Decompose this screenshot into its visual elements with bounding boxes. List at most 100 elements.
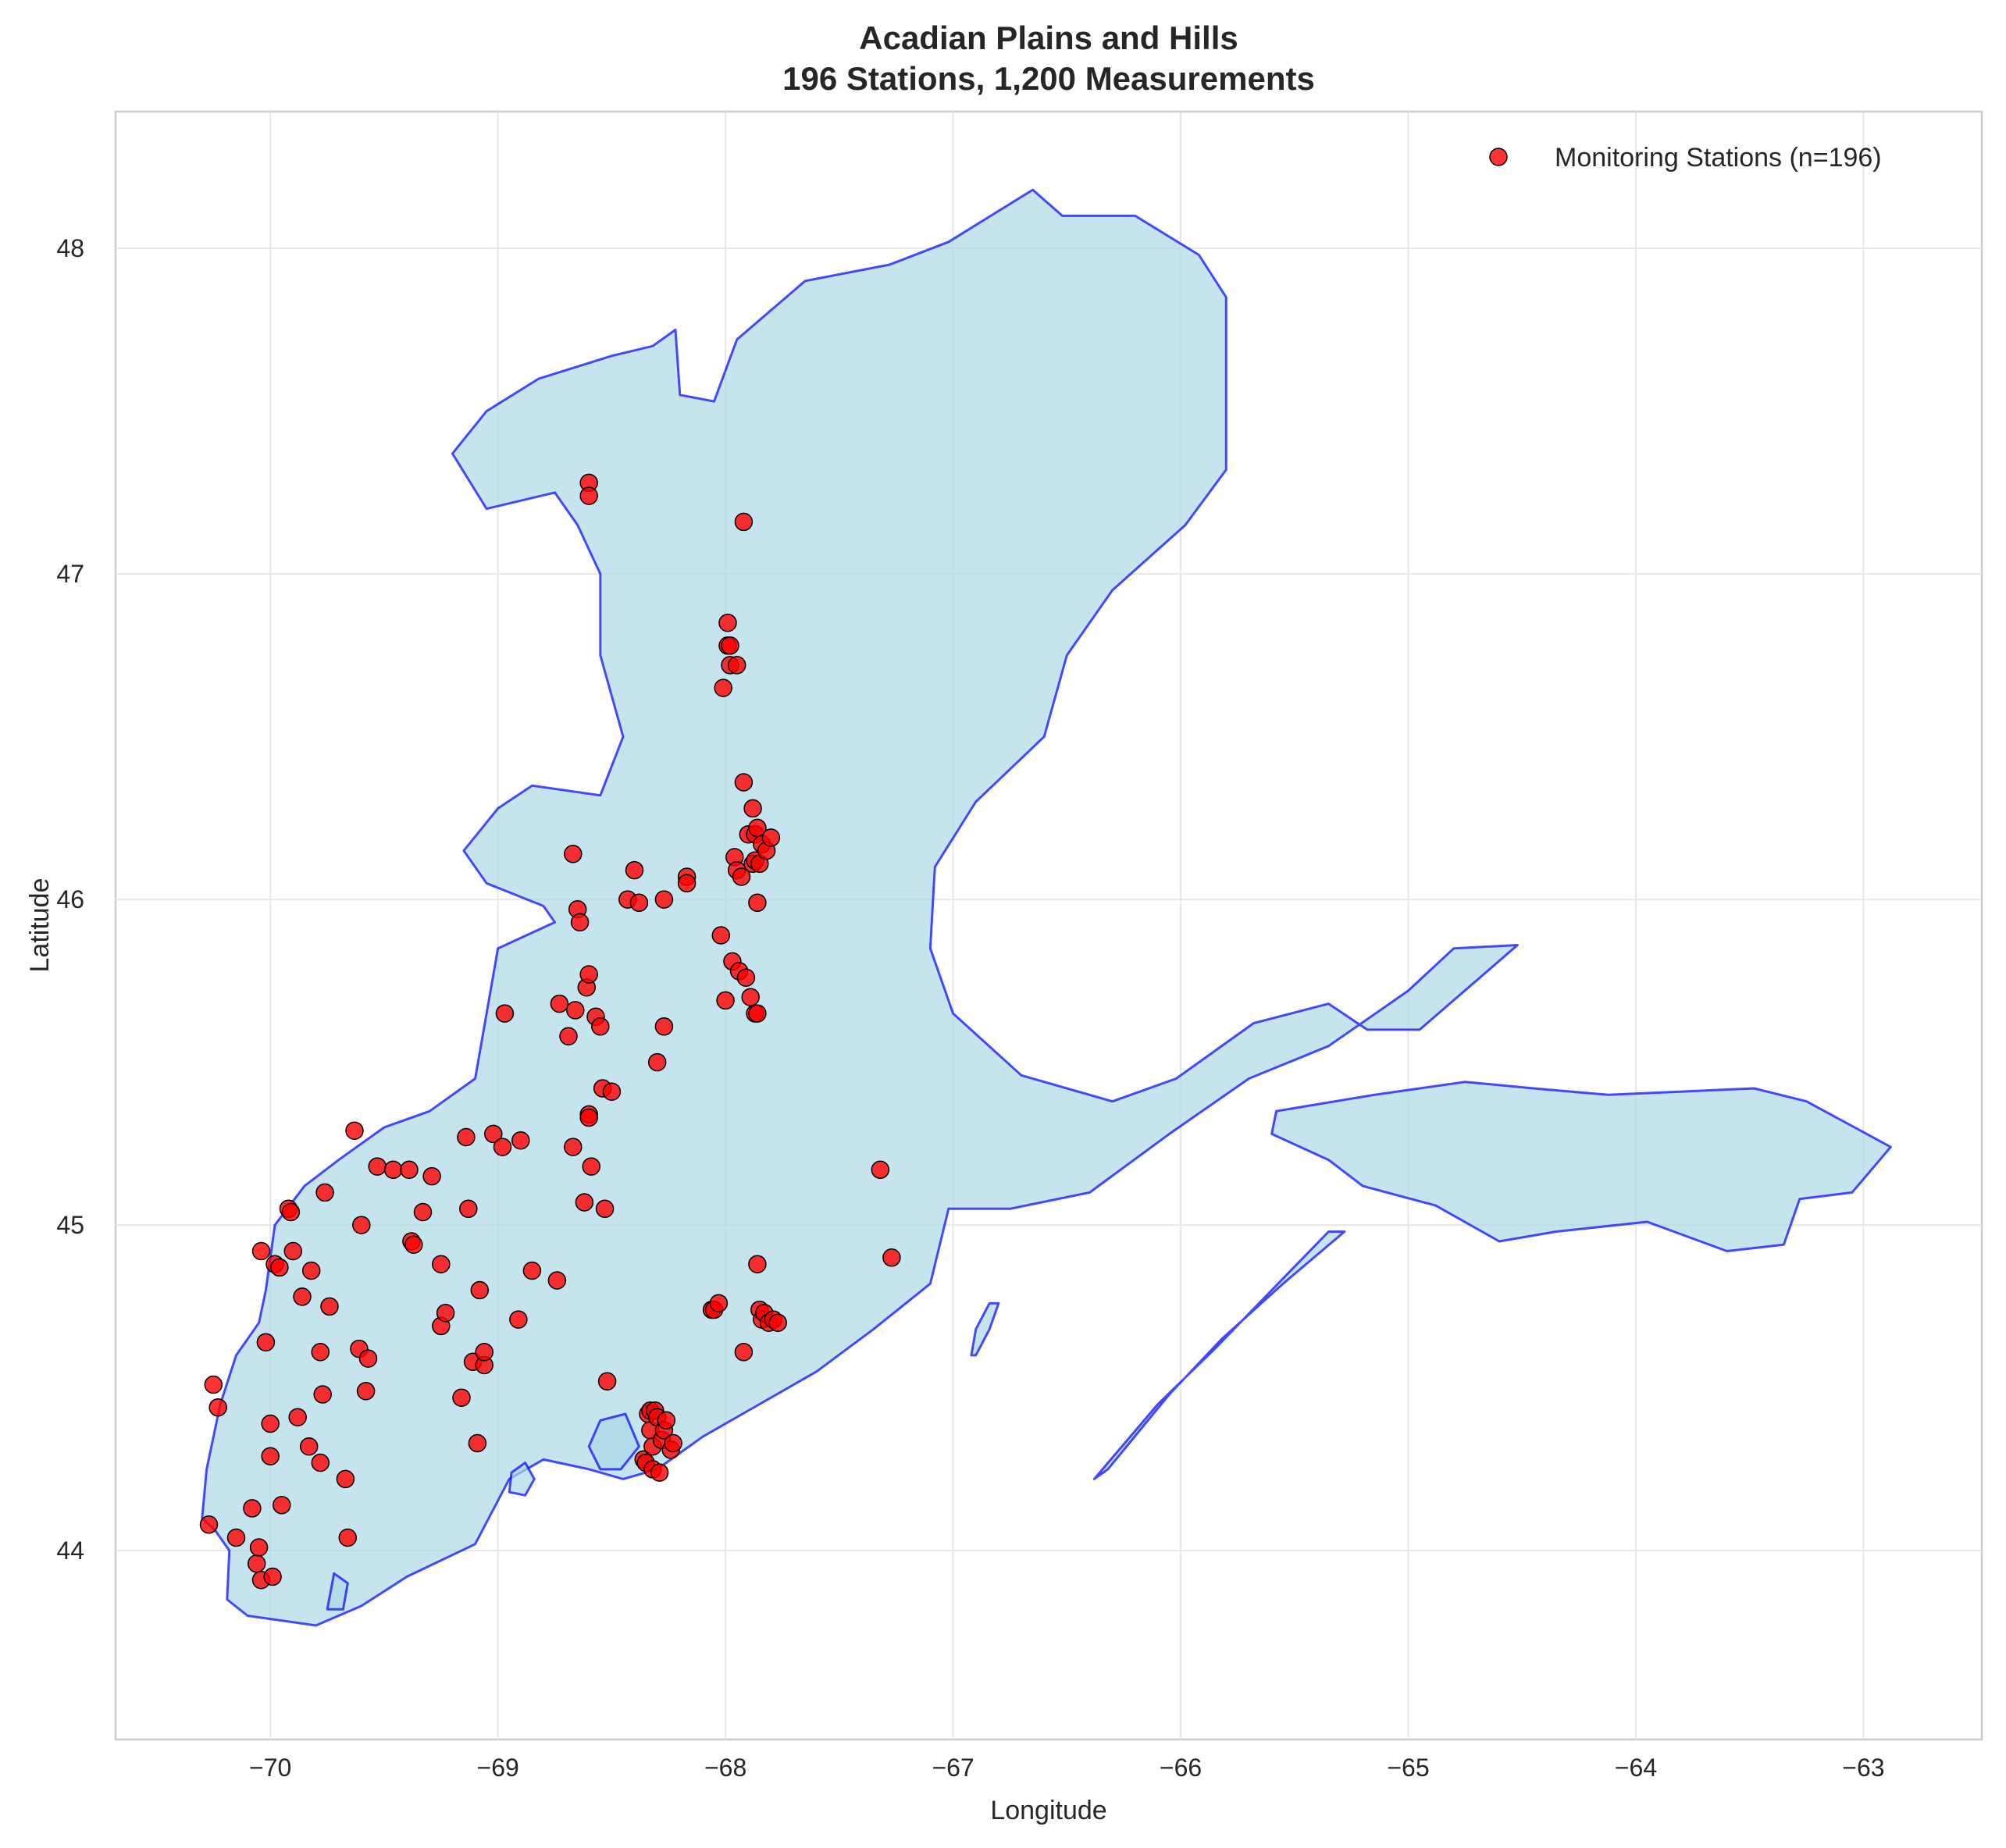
station-point[interactable] [597,1372,617,1391]
station-point[interactable] [629,893,649,913]
station-point[interactable] [459,1199,478,1219]
station-point[interactable] [509,1310,528,1329]
station-point[interactable] [748,1255,767,1273]
station-point[interactable] [281,1202,301,1222]
station-point[interactable] [511,1131,530,1150]
station-point[interactable] [251,1241,271,1261]
station-point[interactable] [313,1385,332,1404]
station-point[interactable] [743,799,762,818]
station-point[interactable] [249,1538,269,1557]
station-point[interactable] [677,874,697,893]
station-point[interactable] [602,1082,622,1101]
station-point[interactable] [256,1333,276,1352]
station-point[interactable] [711,926,731,945]
station-point[interactable] [301,1261,321,1280]
station-point[interactable] [714,678,732,697]
station-point[interactable] [579,1108,598,1127]
station-point[interactable] [741,988,760,1006]
station-point[interactable] [493,1138,512,1156]
station-point[interactable] [475,1343,493,1362]
station-point[interactable] [208,1398,227,1417]
x-tick-label: −69 [477,1754,519,1782]
station-point[interactable] [452,1388,471,1407]
station-point[interactable] [734,512,754,532]
station-point[interactable] [721,636,739,655]
station-point[interactable] [432,1255,451,1273]
station-point[interactable] [579,486,598,505]
station-point[interactable] [664,1433,682,1453]
station-point[interactable] [293,1287,312,1306]
station-point[interactable] [748,1004,767,1023]
station-point[interactable] [263,1567,282,1586]
station-point[interactable] [413,1202,433,1222]
station-point[interactable] [709,1294,729,1312]
station-point[interactable] [559,1027,578,1046]
station-point[interactable] [566,1001,585,1020]
station-point[interactable] [547,1271,567,1290]
station-point[interactable] [595,1199,615,1219]
station-point[interactable] [625,860,644,880]
station-point[interactable] [288,1408,307,1426]
station-point[interactable] [650,1463,669,1482]
station-point[interactable] [226,1528,246,1547]
station-point[interactable] [345,1121,364,1140]
station-point[interactable] [336,1469,355,1489]
station-point[interactable] [356,1382,376,1401]
station-point[interactable] [768,1313,787,1332]
station-point[interactable] [273,1496,291,1515]
station-point[interactable] [871,1160,890,1180]
station-point[interactable] [261,1447,280,1465]
station-point[interactable] [199,1515,219,1534]
station-point[interactable] [338,1528,358,1547]
station-point[interactable] [283,1241,303,1261]
station-point[interactable] [484,1124,503,1144]
station-point[interactable] [457,1127,476,1147]
station-point[interactable] [311,1453,330,1472]
station-point[interactable] [315,1183,334,1202]
station-point[interactable] [882,1248,901,1267]
station-point[interactable] [732,867,751,886]
station-point[interactable] [736,968,756,987]
station-point[interactable] [400,1160,419,1180]
station-point[interactable] [718,613,737,632]
station-point[interactable] [468,1433,487,1453]
station-point[interactable] [404,1235,423,1254]
station-point[interactable] [734,773,754,792]
station-point[interactable] [495,1004,515,1023]
station-point[interactable] [261,1414,280,1433]
station-point[interactable] [368,1157,387,1176]
station-point[interactable] [243,1499,262,1518]
station-point[interactable] [654,890,674,909]
station-point[interactable] [575,1193,594,1212]
station-point[interactable] [579,965,598,984]
station-point[interactable] [247,1554,266,1573]
legend[interactable]: Monitoring Stations (n=196) [1489,143,1882,173]
station-point[interactable] [522,1261,542,1280]
region-island [587,1412,640,1471]
station-point[interactable] [564,1138,583,1156]
station-point[interactable] [352,1216,371,1234]
station-point[interactable] [299,1437,319,1456]
station-point[interactable] [734,1343,754,1362]
station-point[interactable] [204,1375,223,1394]
station-point[interactable] [748,893,767,913]
station-point[interactable] [383,1160,403,1180]
station-point[interactable] [311,1343,330,1362]
station-point[interactable] [270,1258,289,1277]
station-point[interactable] [727,656,746,675]
station-point[interactable] [716,991,735,1010]
station-point[interactable] [570,913,590,932]
station-point[interactable] [657,1411,676,1430]
station-point[interactable] [358,1349,378,1368]
station-point[interactable] [591,1017,610,1036]
station-point[interactable] [761,828,781,847]
station-point[interactable] [422,1166,441,1186]
station-point[interactable] [470,1280,490,1300]
station-point[interactable] [436,1303,455,1323]
station-point[interactable] [582,1157,600,1176]
station-point[interactable] [550,994,569,1013]
station-point[interactable] [320,1297,339,1316]
station-point[interactable] [647,1052,667,1072]
station-point[interactable] [564,845,583,863]
station-point[interactable] [654,1017,674,1036]
